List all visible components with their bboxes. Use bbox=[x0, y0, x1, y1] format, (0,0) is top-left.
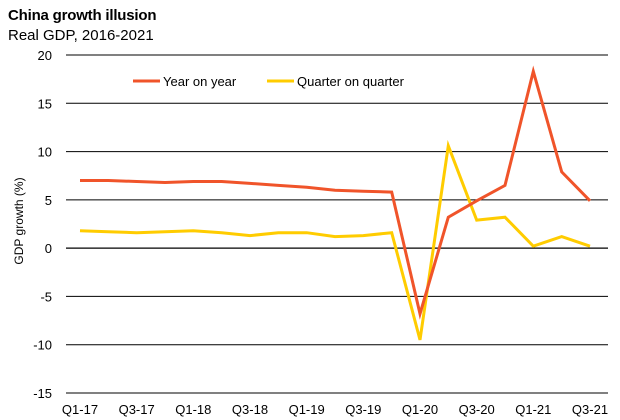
y-tick-label: 20 bbox=[38, 48, 52, 63]
x-tick-label: Q1-18 bbox=[175, 402, 211, 417]
y-tick-label: 5 bbox=[45, 193, 52, 208]
legend-label: Quarter on quarter bbox=[297, 74, 405, 89]
chart-title: China growth illusion bbox=[8, 7, 157, 24]
y-tick-label: 0 bbox=[45, 241, 52, 256]
y-tick-label: -15 bbox=[33, 386, 52, 401]
x-tick-label: Q3-17 bbox=[119, 402, 155, 417]
x-tick-label: Q1-21 bbox=[515, 402, 551, 417]
x-tick-label: Q3-21 bbox=[572, 402, 608, 417]
x-tick-label: Q3-19 bbox=[345, 402, 381, 417]
legend-label: Year on year bbox=[163, 74, 237, 89]
chart-subtitle: Real GDP, 2016-2021 bbox=[8, 27, 154, 44]
series-line-quarter-on-quarter bbox=[79, 139, 591, 341]
series-line-year-on-year bbox=[80, 65, 592, 320]
x-tick-label: Q3-18 bbox=[232, 402, 268, 417]
x-tick-label: Q1-19 bbox=[289, 402, 325, 417]
y-axis-label: GDP growth (%) bbox=[12, 177, 26, 264]
x-tick-label: Q3-20 bbox=[459, 402, 495, 417]
y-tick-label: -5 bbox=[40, 289, 52, 304]
y-tick-label: -10 bbox=[33, 338, 52, 353]
y-tick-label: 10 bbox=[38, 145, 52, 160]
y-tick-label: 15 bbox=[38, 96, 52, 111]
x-tick-label: Q1-17 bbox=[62, 402, 98, 417]
x-tick-label: Q1-20 bbox=[402, 402, 438, 417]
